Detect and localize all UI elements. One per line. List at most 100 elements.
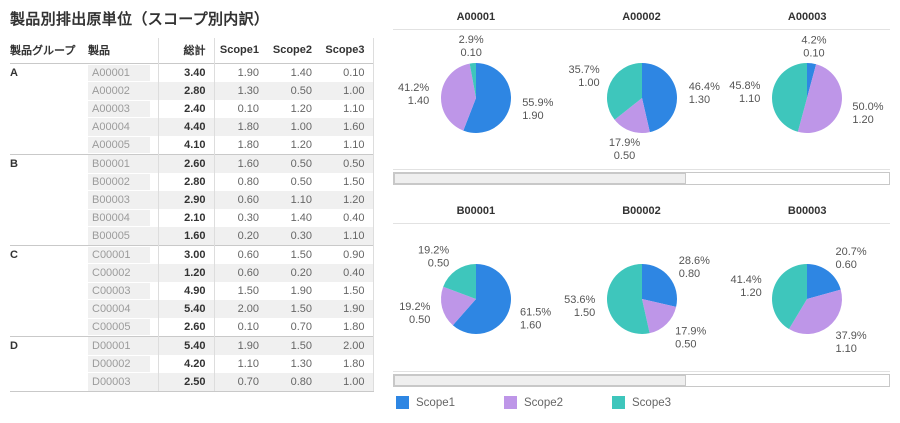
table-row[interactable]: A00003 2.40 0.10 1.20 1.10 [10, 100, 374, 118]
pie-slice-scope3[interactable] [443, 264, 476, 299]
pie-slice-scope1[interactable] [641, 264, 677, 307]
slice-label: 55.9% 1.90 [522, 97, 553, 122]
total-cell: 2.90 [157, 191, 215, 209]
legend-label: Scope3 [632, 396, 672, 409]
scope1-cell: 1.80 [214, 118, 267, 136]
pie-slice-scope2[interactable] [441, 286, 476, 326]
table-row[interactable]: C00004 5.40 2.00 1.50 1.90 [10, 300, 374, 318]
table-row[interactable]: D D00001 5.40 1.90 1.50 2.00 [10, 336, 374, 355]
legend-item-scope3[interactable]: Scope3 [612, 396, 720, 409]
product-cell: B00005 [88, 227, 158, 246]
table-row[interactable]: A00005 4.10 1.80 1.20 1.10 [10, 136, 374, 155]
pie-slice-scope1[interactable] [452, 264, 511, 334]
scope2-cell: 1.40 [290, 212, 312, 224]
table-row[interactable]: C00005 2.60 0.10 0.70 1.80 [10, 318, 374, 337]
table-row[interactable]: A00002 2.80 1.30 0.50 1.00 [10, 82, 374, 100]
table-row[interactable]: D00002 4.20 1.10 1.30 1.80 [10, 355, 374, 373]
table-row[interactable]: C C00001 3.00 0.60 1.50 0.90 [10, 245, 374, 264]
scope3-cell: 1.20 [320, 191, 374, 209]
scope2-cell: 0.50 [267, 154, 320, 173]
column-header[interactable]: Scope1 [219, 44, 259, 56]
table-row[interactable]: C00002 1.20 0.60 0.20 0.40 [10, 264, 374, 282]
pie-slice-scope3[interactable] [469, 63, 476, 98]
chart-title: B00002 [622, 205, 661, 217]
pie-slice-scope2[interactable] [641, 299, 676, 334]
pie-slice-scope1[interactable] [463, 63, 511, 133]
total-cell: 1.20 [157, 264, 215, 282]
pie-slice-scope2[interactable] [441, 63, 476, 131]
product-cell: B00002 [88, 173, 158, 191]
pie-slice-scope3[interactable] [606, 63, 642, 120]
product-cell: C00002 [88, 264, 158, 282]
column-header[interactable]: Scope3 [320, 38, 374, 64]
product-label: A00003 [88, 101, 150, 117]
product-cell: A00001 [88, 64, 158, 83]
column-header[interactable]: 総計 [157, 38, 215, 64]
product-cell: A00003 [88, 100, 158, 118]
product-cell: C00003 [88, 282, 158, 300]
table-row[interactable]: C00003 4.90 1.50 1.90 1.50 [10, 282, 374, 300]
total-cell: 5.40 [157, 300, 215, 318]
total-cell: 1.60 [157, 227, 215, 246]
scope3-cell: 0.40 [320, 209, 374, 227]
pie-slice-scope1[interactable] [807, 63, 817, 98]
chart-title: A00002 [622, 11, 661, 23]
pie-slice-scope2[interactable] [798, 64, 843, 133]
pie-slice-scope3[interactable] [772, 63, 808, 132]
scope3-cell: 1.80 [320, 318, 374, 337]
legend-item-scope1[interactable]: Scope1 [396, 396, 504, 409]
pie-chart-b00003: 20.7% 0.60 37.9% 1.10 41.4% 1.20 [724, 224, 890, 371]
pie-slice-scope1[interactable] [641, 63, 677, 133]
pie-slice-scope2[interactable] [789, 289, 843, 334]
pie-slice-scope3[interactable] [772, 264, 808, 330]
pie-slice-scope3[interactable] [606, 264, 650, 334]
slice-label: 37.9% 1.10 [836, 330, 867, 355]
scope2-cell: 0.80 [267, 373, 320, 392]
total-cell: 4.10 [157, 136, 215, 155]
total-cell: 4.40 [157, 118, 215, 136]
table-body: A A00001 3.40 1.90 1.40 0.10 A00002 2.80 1.30 0.5… [10, 63, 374, 392]
product-label: B00005 [88, 228, 150, 244]
product-label: C00002 [88, 265, 150, 281]
product-label: B00003 [88, 192, 150, 208]
column-header[interactable]: Scope2 [272, 44, 312, 56]
table-row[interactable]: A A00001 3.40 1.90 1.40 0.10 [10, 63, 374, 83]
scope3-cell: 1.50 [320, 282, 374, 300]
table-row[interactable]: B00003 2.90 0.60 1.10 1.20 [10, 191, 374, 209]
chart-title: A00001 [456, 11, 496, 23]
pie-chart-b00001: 61.5% 1.60 19.2% 0.50 19.2% 0.50 [393, 224, 559, 371]
legend-item-scope2[interactable]: Scope2 [504, 396, 612, 409]
product-cell: D00001 [88, 336, 158, 355]
scope2-cell: 1.10 [267, 191, 320, 209]
column-header[interactable]: 製品グループ [10, 45, 76, 57]
scope3-cell: 2.00 [320, 336, 374, 355]
pie-svg: 20.7% 0.60 37.9% 1.10 41.4% 1.20 [731, 246, 867, 355]
scope1-cell: 1.90 [237, 67, 259, 79]
product-label: B00004 [88, 210, 150, 226]
table-row[interactable]: B00005 1.60 0.20 0.30 1.10 [10, 227, 374, 246]
total-cell: 5.40 [157, 336, 215, 355]
table-panel: 製品別排出原単位（スコープ別内訳） 製品グループ 製品 総計 Scope1 Scope2… [0, 0, 392, 423]
chart-area: 61.5% 1.60 19.2% 0.50 19.2% 0.50 28.6% 0.80 17.9… [393, 224, 890, 372]
table-row[interactable]: B B00001 2.60 1.60 0.50 0.50 [10, 154, 374, 173]
table-row[interactable]: B00004 2.10 0.30 1.40 0.40 [10, 209, 374, 227]
horizontal-scrollbar[interactable] [393, 172, 890, 185]
group-cell: A [10, 63, 88, 82]
column-header[interactable]: 製品 [88, 45, 110, 57]
pie-slice-scope1[interactable] [807, 264, 842, 299]
page-title: 製品別排出原単位（スコープ別内訳） [10, 11, 270, 28]
slice-label: 19.2% 0.50 [399, 301, 430, 326]
charts-panel: A00001 A00002 A00003 55.9% 1.90 41.2% 1.40 2.9… [393, 0, 890, 423]
total-cell: 4.20 [157, 355, 215, 373]
horizontal-scrollbar[interactable] [393, 374, 890, 387]
table-row[interactable]: D00003 2.50 0.70 0.80 1.00 [10, 373, 374, 392]
table-row[interactable]: B00002 2.80 0.80 0.50 1.50 [10, 173, 374, 191]
pie-slice-scope2[interactable] [614, 98, 650, 133]
slice-label: 17.9% 0.50 [675, 326, 706, 351]
table-row[interactable]: A00004 4.40 1.80 1.00 1.60 [10, 118, 374, 136]
scrollbar-thumb[interactable] [394, 375, 687, 386]
product-label: D00002 [88, 356, 150, 372]
scrollbar-thumb[interactable] [394, 173, 687, 184]
product-label: D00003 [88, 374, 150, 390]
